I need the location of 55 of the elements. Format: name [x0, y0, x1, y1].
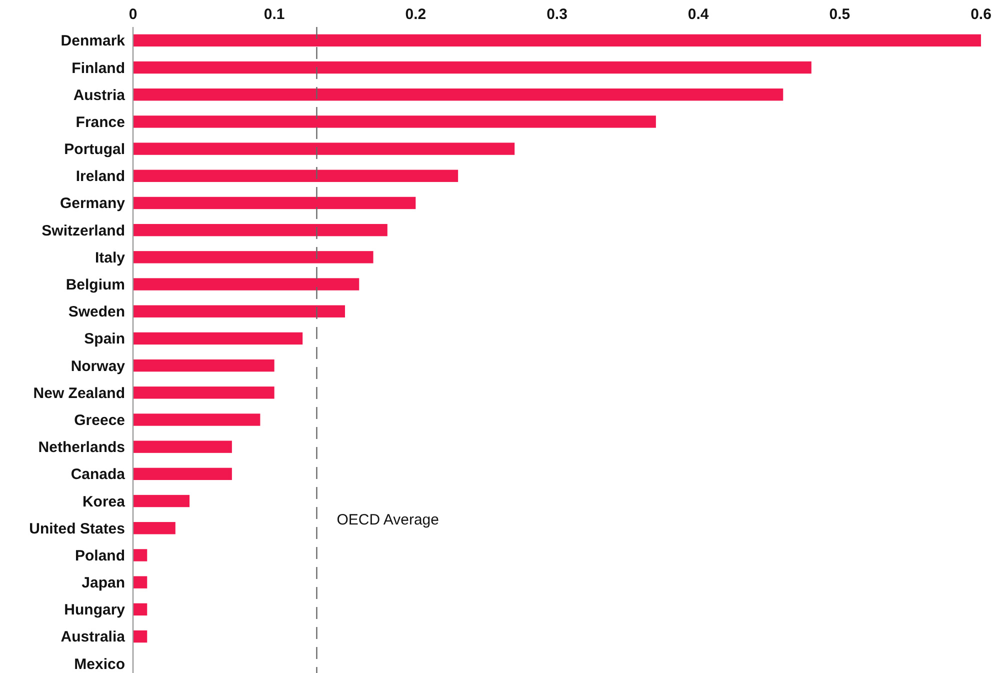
bar: [133, 116, 656, 128]
y-tick-label: Australia: [60, 628, 126, 646]
bar: [133, 332, 303, 345]
bar: [133, 170, 458, 182]
bar: [133, 549, 148, 562]
y-tick-label: Greece: [74, 412, 125, 429]
bar: [133, 224, 388, 236]
bar: [133, 196, 416, 210]
y-tick-label: Hungary: [64, 602, 126, 619]
y-tick-label: New Zealand: [33, 384, 125, 402]
y-tick-label: Korea: [82, 493, 126, 510]
bar: [133, 88, 784, 101]
bar: [133, 305, 345, 318]
bar: [133, 251, 374, 264]
y-tick-label: Portugal: [64, 141, 125, 158]
y-tick-label: United States: [29, 520, 125, 538]
bar: [133, 494, 190, 508]
y-tick-label: Poland: [74, 547, 125, 564]
y-tick-label: Italy: [94, 249, 126, 266]
bar: [133, 278, 360, 290]
y-tick-label: Ireland: [76, 168, 125, 186]
bar: [133, 440, 232, 453]
x-tick-label: 0.4: [688, 6, 710, 23]
x-tick-label: 0.3: [546, 6, 568, 23]
x-tick-label: 0.6: [970, 6, 992, 23]
bar: [133, 576, 148, 588]
y-tick-label: Canada: [70, 466, 126, 484]
bar: [133, 142, 515, 155]
x-tick-label: 0.5: [829, 6, 850, 23]
bar: [133, 603, 148, 616]
bar: [133, 522, 176, 534]
y-tick-label: Austria: [73, 86, 126, 104]
x-tick-label: 0.1: [264, 6, 285, 23]
bar: [133, 61, 812, 74]
bar: [133, 468, 232, 480]
y-tick-label: Sweden: [68, 304, 125, 321]
y-tick-label: Mexico: [74, 656, 125, 673]
y-tick-label: Germany: [60, 195, 126, 212]
bar: [133, 386, 274, 399]
bar: [133, 414, 260, 426]
y-tick-label: Spain: [84, 330, 125, 348]
y-tick-label: Norway: [70, 358, 126, 375]
y-tick-label: Belgium: [66, 276, 125, 294]
ref-line-label: OECD Average: [336, 511, 440, 528]
x-tick-label: 0: [128, 6, 138, 23]
y-tick-label: Japan: [82, 574, 125, 592]
y-tick-label: Finland: [72, 60, 125, 77]
bar: [133, 359, 274, 372]
y-tick-label: France: [76, 114, 125, 131]
y-tick-label: Netherlands: [38, 439, 125, 456]
bar: [133, 630, 148, 643]
y-tick-label: Switzerland: [42, 222, 125, 240]
y-tick-label: Denmark: [60, 32, 126, 50]
bar: [133, 34, 981, 47]
x-tick-label: 0.2: [405, 6, 426, 23]
